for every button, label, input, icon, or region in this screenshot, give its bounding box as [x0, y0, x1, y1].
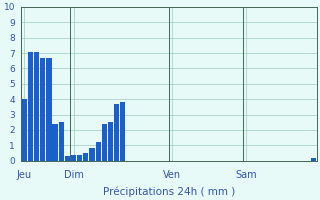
Bar [22, 99, 27, 161]
Bar [65, 156, 70, 161]
Bar [40, 58, 45, 161]
Bar [28, 52, 33, 161]
Bar [89, 148, 95, 161]
Bar [77, 155, 82, 161]
Bar [311, 158, 316, 161]
Bar [34, 52, 39, 161]
Bar [102, 124, 107, 161]
Bar [120, 102, 125, 161]
Bar [52, 124, 58, 161]
Bar [95, 142, 101, 161]
Bar [108, 122, 113, 161]
Bar [59, 122, 64, 161]
X-axis label: Précipitations 24h ( mm ): Précipitations 24h ( mm ) [103, 186, 235, 197]
Bar [114, 104, 119, 161]
Bar [83, 153, 88, 161]
Bar [71, 155, 76, 161]
Bar [46, 58, 52, 161]
